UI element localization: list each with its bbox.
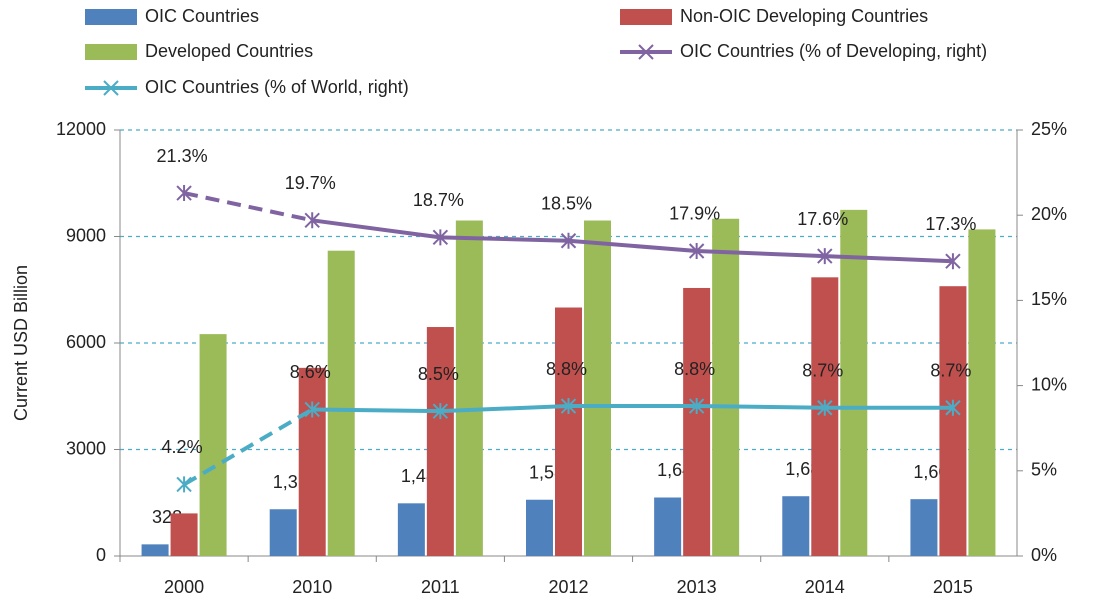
legend-label: OIC Countries (% of Developing, right) (680, 41, 987, 61)
y2-tick-label: 25% (1031, 119, 1067, 139)
y2-tick-label: 15% (1031, 289, 1067, 309)
data-label: 8.6% (290, 362, 331, 382)
legend-label: Non-OIC Developing Countries (680, 6, 928, 26)
data-label: 18.7% (413, 190, 464, 210)
marker (560, 232, 577, 249)
marker (304, 212, 320, 229)
x-tick-label: 2014 (805, 577, 845, 597)
bar (782, 496, 810, 556)
y-tick-label: 0 (96, 545, 106, 565)
marker (176, 185, 192, 202)
data-label: 17.6% (797, 209, 848, 229)
marker (304, 401, 320, 418)
y2-tick-label: 10% (1031, 374, 1067, 394)
bar (298, 367, 326, 556)
bar (939, 286, 967, 556)
bar (968, 229, 996, 556)
bar (811, 277, 839, 556)
marker (688, 398, 705, 415)
bar (840, 209, 868, 556)
x-tick-label: 2011 (421, 577, 460, 597)
x-tick-label: 2013 (677, 577, 717, 597)
marker (432, 229, 449, 246)
data-label: 8.5% (418, 364, 459, 384)
bar (654, 497, 682, 556)
data-label: 17.3% (925, 214, 976, 234)
x-tick-label: 2015 (933, 577, 973, 597)
y-tick-label: 12000 (56, 119, 106, 139)
data-label: 21.3% (157, 146, 208, 166)
y-tick-label: 3000 (66, 438, 106, 458)
line (312, 404, 953, 414)
data-label: 8.7% (930, 361, 971, 381)
legend: OIC Countries Non-OIC Developing Countrie… (85, 6, 987, 97)
line (183, 191, 313, 223)
data-label: 18.5% (541, 194, 592, 214)
bar (170, 513, 198, 556)
data-label: 8.8% (674, 359, 715, 379)
marker (688, 242, 705, 259)
data-label: 4.2% (162, 437, 203, 457)
legend-marker (103, 80, 119, 96)
bar (327, 250, 355, 556)
legend-label: OIC Countries (% of World, right) (145, 77, 409, 97)
y2-tick-label: 5% (1031, 460, 1057, 480)
x-tick-label: 2010 (292, 577, 332, 597)
y2-tick-label: 0% (1031, 545, 1057, 565)
data-label: 19.7% (285, 173, 336, 193)
bar (199, 334, 227, 556)
bar (683, 287, 711, 556)
bar (910, 499, 938, 556)
line (183, 407, 314, 487)
y-axis-label: Current USD Billion (11, 265, 31, 421)
marker (432, 403, 449, 420)
legend-swatch (85, 44, 137, 60)
y-tick-label: 6000 (66, 332, 106, 352)
legend-label: Developed Countries (145, 41, 313, 61)
bar (141, 544, 169, 556)
y-tick-label: 9000 (66, 225, 106, 245)
legend-swatch (620, 9, 672, 25)
legend-swatch (85, 9, 137, 25)
x-tick-label: 2012 (548, 577, 588, 597)
bar (584, 220, 611, 556)
data-label: 17.9% (669, 204, 720, 224)
marker (560, 398, 577, 415)
y2-tick-label: 20% (1031, 204, 1067, 224)
marker (176, 476, 192, 493)
bar (426, 327, 454, 556)
bar (269, 509, 297, 556)
data-label: 8.7% (802, 361, 843, 381)
marker (817, 248, 833, 265)
x-tick-label: 2000 (164, 577, 204, 597)
data-label: 8.8% (546, 359, 587, 379)
line (311, 218, 954, 264)
bar (526, 499, 553, 556)
marker (945, 253, 961, 270)
bar (397, 503, 425, 556)
legend-marker (638, 44, 654, 60)
marker (945, 399, 961, 416)
bar (555, 307, 582, 556)
marker (817, 399, 833, 416)
bar (455, 220, 483, 556)
legend-label: OIC Countries (145, 6, 259, 26)
bar (712, 218, 740, 556)
